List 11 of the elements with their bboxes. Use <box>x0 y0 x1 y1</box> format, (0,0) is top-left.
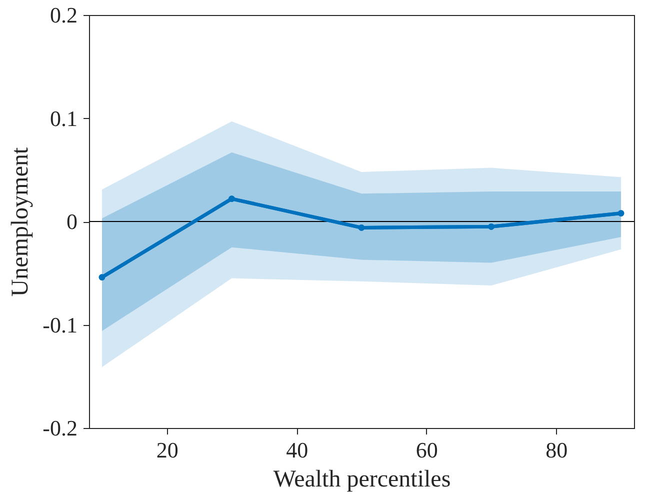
y-tick-label: 0.2 <box>50 2 78 28</box>
x-tick-label: 40 <box>286 438 308 462</box>
x-tick-label: 80 <box>546 438 568 462</box>
y-tick-label: 0 <box>66 209 78 234</box>
y-tick-label: -0.1 <box>42 312 78 338</box>
y-tick-label: -0.2 <box>42 416 78 440</box>
x-tick-label: 20 <box>156 438 178 462</box>
x-axis-title: Wealth percentiles <box>273 466 451 492</box>
x-tick-label: 60 <box>416 438 438 462</box>
y-tick-label: 0.1 <box>50 106 78 131</box>
y-axis-title: Unemployment <box>8 147 34 297</box>
